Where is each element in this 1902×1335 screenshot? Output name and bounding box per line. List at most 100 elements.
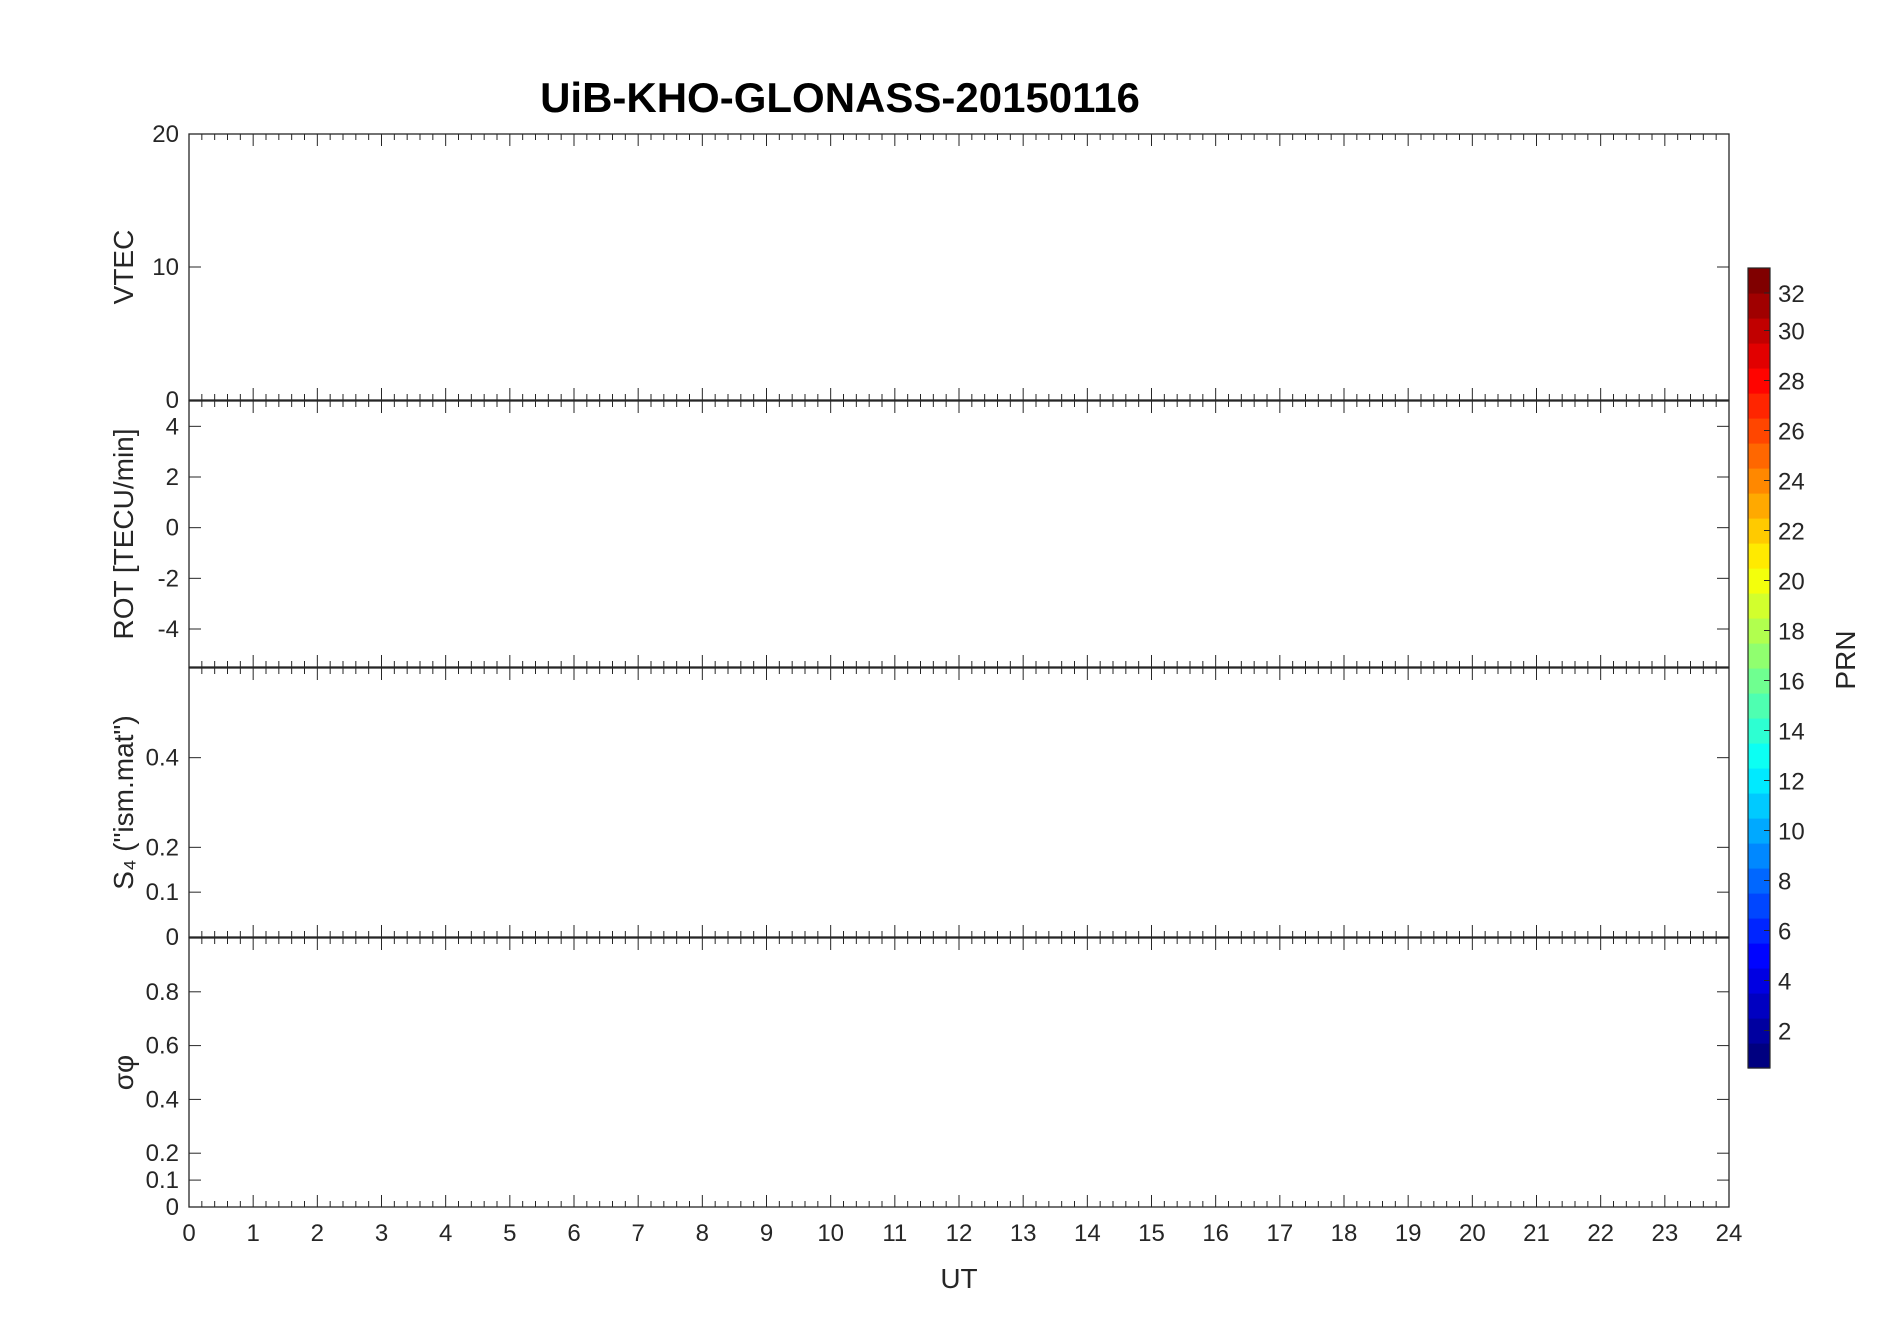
panel-vtec-ytick-label: 0 bbox=[166, 387, 179, 414]
x-axis-label: UT bbox=[940, 1263, 977, 1294]
colorbar-swatch bbox=[1748, 668, 1770, 694]
colorbar-swatch bbox=[1748, 293, 1770, 319]
panel-sigma_phi-ylabel: σφ bbox=[108, 1055, 139, 1090]
panel-s4-ytick-label: 0.2 bbox=[146, 834, 179, 861]
colorbar-tick-label: 22 bbox=[1778, 519, 1805, 546]
panel-vtec-ytick-label: 10 bbox=[152, 254, 179, 281]
colorbar-swatch bbox=[1748, 318, 1770, 344]
colorbar-swatch bbox=[1748, 418, 1770, 444]
panel-s4-ytick-label: 0 bbox=[166, 924, 179, 951]
colorbar-swatch bbox=[1748, 868, 1770, 894]
colorbar-swatch bbox=[1748, 443, 1770, 469]
x-tick-label: 0 bbox=[182, 1220, 195, 1247]
panel-sigma_phi-ytick-label: 0.6 bbox=[146, 1033, 179, 1060]
colorbar-tick-label: 2 bbox=[1778, 1019, 1791, 1046]
colorbar-tick-label: 12 bbox=[1778, 769, 1805, 796]
colorbar-swatch bbox=[1748, 393, 1770, 419]
x-tick-label: 11 bbox=[882, 1220, 907, 1247]
panel-sigma_phi-ytick-label: 0.2 bbox=[146, 1140, 179, 1167]
panel-s4-frame bbox=[188, 667, 1730, 938]
panel-rot-ytick-label: -2 bbox=[158, 565, 179, 592]
colorbar-frame bbox=[1747, 267, 1771, 1069]
panel-rot-ylabel: ROT [TECU/min] bbox=[108, 428, 139, 639]
colorbar-swatch bbox=[1748, 343, 1770, 369]
panel-s4-ytick-label: 0.4 bbox=[146, 745, 179, 772]
x-tick-label: 16 bbox=[1202, 1220, 1229, 1247]
panel-rot: -4 -2 0 2 4 ROT [TECU/min] bbox=[108, 400, 1730, 668]
colorbar-swatch bbox=[1748, 743, 1770, 769]
panel-sigma_phi-ytick-label: 0.8 bbox=[146, 979, 179, 1006]
colorbar-swatch bbox=[1748, 918, 1770, 944]
colorbar-tick-label: 28 bbox=[1778, 369, 1805, 396]
colorbar-swatch bbox=[1748, 718, 1770, 744]
panel-sigma_phi-ytick-label: 0.1 bbox=[146, 1167, 179, 1194]
colorbar-swatch bbox=[1748, 268, 1770, 294]
panel-rot-ytick-label: -4 bbox=[158, 616, 179, 643]
x-tick-label: 15 bbox=[1138, 1220, 1165, 1247]
colorbar-swatch bbox=[1748, 693, 1770, 719]
panel-vtec-ylabel: VTEC bbox=[108, 230, 139, 305]
colorbar-tick-label: 26 bbox=[1778, 419, 1805, 446]
colorbar-swatch bbox=[1748, 768, 1770, 794]
x-tick-label: 10 bbox=[817, 1220, 844, 1247]
colorbar-swatch bbox=[1748, 1018, 1770, 1044]
colorbar-swatch bbox=[1748, 368, 1770, 394]
x-tick-label: 5 bbox=[503, 1220, 516, 1247]
colorbar-tick-label: 10 bbox=[1778, 819, 1805, 846]
x-tick-label: 7 bbox=[631, 1220, 644, 1247]
colorbar-tick-label: 4 bbox=[1778, 969, 1791, 996]
colorbar-swatch bbox=[1748, 643, 1770, 669]
x-tick-label: 6 bbox=[567, 1220, 580, 1247]
panel-s4-ytick-label: 0.1 bbox=[146, 879, 179, 906]
panel-rot-frame bbox=[188, 400, 1730, 668]
colorbar-swatch bbox=[1748, 468, 1770, 494]
colorbar-swatch bbox=[1748, 968, 1770, 994]
x-tick-label: 4 bbox=[439, 1220, 452, 1247]
colorbar-tick-label: 8 bbox=[1778, 869, 1791, 896]
colorbar-swatch bbox=[1748, 943, 1770, 969]
colorbar-swatch bbox=[1748, 993, 1770, 1019]
colorbar-tick-label: 30 bbox=[1778, 319, 1805, 346]
colorbar-tick-label: 20 bbox=[1778, 569, 1805, 596]
panel-rot-ytick-label: 0 bbox=[166, 515, 179, 542]
x-tick-label: 2 bbox=[311, 1220, 324, 1247]
colorbar-swatch bbox=[1748, 1043, 1770, 1069]
colorbar-swatch bbox=[1748, 793, 1770, 819]
panel-sigma_phi-ytick-label: 0 bbox=[166, 1194, 179, 1221]
colorbar-swatch bbox=[1748, 893, 1770, 919]
x-tick-label: 13 bbox=[1010, 1220, 1037, 1247]
colorbar-tick-label: 14 bbox=[1778, 719, 1805, 746]
colorbar-swatch bbox=[1748, 568, 1770, 594]
colorbar-swatch bbox=[1748, 843, 1770, 869]
x-tick-label: 14 bbox=[1074, 1220, 1101, 1247]
x-tick-label: 22 bbox=[1587, 1220, 1614, 1247]
colorbar-swatch bbox=[1748, 593, 1770, 619]
x-tick-label: 8 bbox=[696, 1220, 709, 1247]
x-tick-label: 19 bbox=[1395, 1220, 1422, 1247]
panel-rot-ytick-label: 4 bbox=[166, 413, 179, 440]
panel-sigma_phi: 00.10.2 0.4 0.6 0.8 σφ bbox=[108, 937, 1730, 1221]
panel-s4-ylabel: S₄ ("ism.mat") bbox=[108, 715, 139, 889]
panel-sigma_phi-frame bbox=[188, 937, 1730, 1208]
colorbar-label: PRN bbox=[1830, 630, 1861, 689]
x-tick-label: 23 bbox=[1651, 1220, 1678, 1247]
colorbar-swatch bbox=[1748, 518, 1770, 544]
colorbar-swatch bbox=[1748, 618, 1770, 644]
panel-vtec-frame bbox=[188, 133, 1730, 401]
x-tick-label: 17 bbox=[1266, 1220, 1293, 1247]
colorbar-swatch bbox=[1748, 543, 1770, 569]
colorbar-tick-label: 6 bbox=[1778, 919, 1791, 946]
x-tick-label: 24 bbox=[1716, 1220, 1743, 1247]
panel-s4: 0 0.1 0.2 0.4 S₄ ("ism.mat") bbox=[108, 667, 1730, 951]
colorbar-tick-label: 16 bbox=[1778, 669, 1805, 696]
x-tick-label: 21 bbox=[1523, 1220, 1550, 1247]
chart-title: UiB-KHO-GLONASS-20150116 bbox=[540, 74, 1140, 121]
panel-vtec-ytick-label: 20 bbox=[152, 121, 179, 148]
colorbar-tick-label: 18 bbox=[1778, 619, 1805, 646]
x-tick-label: 20 bbox=[1459, 1220, 1486, 1247]
colorbar-tick-label: 24 bbox=[1778, 469, 1805, 496]
